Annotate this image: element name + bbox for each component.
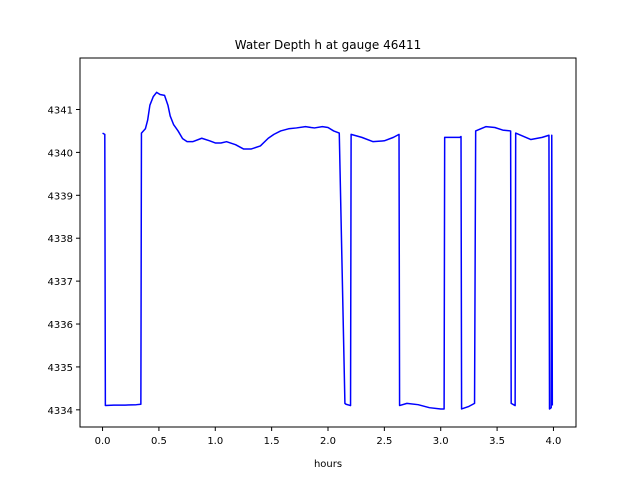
y-tick-label: 4339 (48, 191, 73, 202)
y-tick-label: 4334 (48, 406, 73, 417)
plot-frame (79, 57, 577, 428)
y-tick-label: 4341 (48, 105, 73, 116)
x-axis: 0.0 0.5 1.0 1.5 2.0 2.5 3.0 3.5 4.0 (95, 427, 562, 447)
y-axis: 4334 4335 4336 4337 4338 4339 4340 4341 (48, 105, 80, 417)
x-tick-label: 2.0 (320, 436, 336, 447)
x-tick-label: 4.0 (546, 436, 562, 447)
x-tick-label: 3.5 (489, 436, 505, 447)
y-tick-label: 4340 (48, 148, 73, 159)
x-tick-label: 3.0 (433, 436, 449, 447)
x-tick-label: 2.5 (376, 436, 392, 447)
x-axis-label: hours (314, 459, 342, 470)
y-tick-label: 4338 (48, 234, 73, 245)
x-tick-label: 1.5 (264, 436, 280, 447)
plot-area (102, 91, 554, 410)
x-tick-label: 0.0 (95, 436, 111, 447)
y-tick-label: 4335 (48, 363, 73, 374)
x-tick-label: 0.5 (151, 436, 167, 447)
y-tick-label: 4337 (48, 277, 73, 288)
y-tick-label: 4336 (48, 320, 73, 331)
x-tick-label: 1.0 (207, 436, 223, 447)
chart-title: Water Depth h at gauge 46411 (235, 38, 422, 52)
series-line-0 (102, 91, 554, 410)
